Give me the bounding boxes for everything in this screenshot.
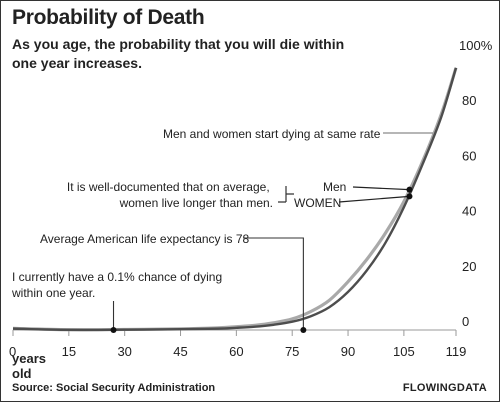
series-layer (12, 67, 458, 332)
marker-current-age (110, 327, 117, 333)
leader-men (352, 186, 410, 191)
leader-life-expectancy (243, 237, 304, 330)
chart-subtitle: As you age, the probability that you wil… (12, 36, 345, 71)
x-tick-label: 15 (62, 344, 76, 359)
marker-life-expectancy (300, 327, 307, 333)
y-tick-label: 20 (462, 259, 476, 274)
annotation-same-rate: Men and women start dying at same rate (163, 127, 381, 141)
y-tick-label: 40 (462, 204, 476, 219)
series-line-women (12, 67, 458, 332)
x-axis-unit-old: old (12, 366, 32, 381)
x-tick-label: 119 (446, 344, 467, 359)
series-label-women: WOMEN (294, 196, 341, 210)
marker-women-point (406, 193, 413, 200)
y-axis-ticks: 0 20 40 60 80 100% (459, 38, 493, 329)
y-tick-label: 0 (462, 314, 469, 329)
x-tick-label: 60 (229, 344, 243, 359)
marker-men-point (406, 186, 413, 193)
y-tick-label: 80 (462, 93, 476, 108)
x-tick-label: 45 (173, 344, 187, 359)
annotation-women-live-longer: It is well-documented that on average, w… (67, 180, 273, 210)
annotation-current-chance: I currently have a 0.1% chance of dying … (11, 270, 225, 300)
chart-title: Probability of Death (12, 6, 205, 29)
x-tick-label: 105 (393, 344, 415, 359)
annotation-current-chance-line-2: within one year. (11, 286, 95, 300)
x-axis-unit-years: years (12, 351, 46, 366)
y-tick-label: 100% (459, 38, 493, 53)
annotation-life-expectancy: Average American life expectancy is 78 (40, 232, 250, 246)
y-tick-label: 60 (462, 148, 476, 163)
x-axis-unit-label: years old (12, 351, 50, 381)
annotation-women-live-longer-line-1: It is well-documented that on average, (67, 180, 270, 194)
x-tick-label: 30 (117, 344, 131, 359)
brand-credit: FLOWINGDATA (402, 382, 487, 394)
annotation-women-live-longer-line-2: women live longer than men. (119, 196, 273, 210)
source-note: Source: Social Security Administration (12, 382, 216, 394)
x-tick-label: 90 (341, 344, 355, 359)
x-tick-label: 75 (285, 344, 299, 359)
series-label-men: Men (323, 180, 346, 194)
x-axis-ticks: 0 15 30 45 60 75 90 105 119 (9, 330, 466, 359)
x-tick-label: 0 (9, 344, 16, 359)
leader-women (338, 195, 410, 203)
annotation-current-chance-line-1: I currently have a 0.1% chance of dying (12, 270, 222, 284)
annotation-bracket (278, 186, 294, 203)
